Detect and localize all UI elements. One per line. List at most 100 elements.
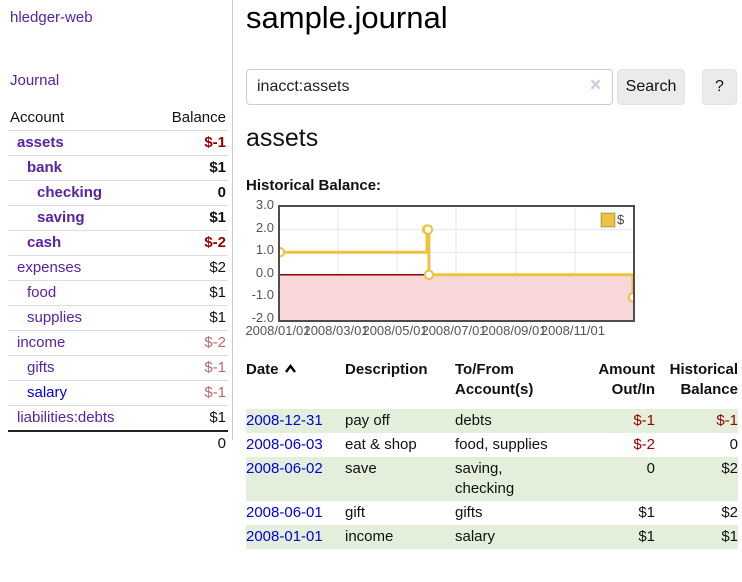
transaction-description: save bbox=[345, 460, 377, 477]
transaction-description: eat & shop bbox=[345, 436, 417, 453]
transaction-description: gift bbox=[345, 504, 366, 521]
transaction-description: pay off bbox=[345, 412, 390, 429]
account-link-saving[interactable]: saving bbox=[37, 209, 85, 226]
account-link-expenses[interactable]: expenses bbox=[17, 259, 82, 276]
transaction-date-link[interactable]: 2008-06-01 bbox=[246, 504, 323, 521]
register-row: 2008-12-31 pay off debts $-1 $-1 bbox=[246, 409, 738, 433]
transaction-accounts: gifts bbox=[455, 504, 483, 521]
transaction-amount: $-2 bbox=[633, 436, 655, 453]
transaction-date-link[interactable]: 2008-06-03 bbox=[246, 436, 323, 453]
x-axis-tick-label: 2008/09/01 bbox=[481, 323, 547, 338]
help-button[interactable]: ? bbox=[702, 69, 737, 105]
legend-label: $ bbox=[617, 212, 625, 227]
register-row: 2008-01-01 income salary $1 $1 bbox=[246, 525, 738, 549]
transaction-date-link[interactable]: 2008-12-31 bbox=[246, 412, 323, 429]
transaction-balance: $-1 bbox=[716, 412, 738, 429]
account-link-cash[interactable]: cash bbox=[27, 234, 62, 251]
account-link-supplies[interactable]: supplies bbox=[27, 309, 83, 326]
y-axis-tick-label: 0.0 bbox=[255, 264, 274, 280]
y-axis-tick-label: -2.0 bbox=[251, 310, 274, 325]
account-row: cash $-2 bbox=[8, 230, 228, 256]
account-row: assets $-1 bbox=[8, 130, 228, 156]
sidebar-divider bbox=[232, 0, 233, 440]
account-balance: 0 bbox=[151, 180, 228, 206]
account-row: income $-2 bbox=[8, 330, 228, 356]
account-balance: $-1 bbox=[151, 130, 228, 156]
transaction-balance: 0 bbox=[729, 436, 738, 453]
account-row: bank $1 bbox=[8, 155, 228, 181]
account-link-income[interactable]: income bbox=[17, 334, 66, 351]
y-axis-tick-label: 2.0 bbox=[255, 219, 274, 235]
sort-ascending-icon[interactable] bbox=[284, 360, 297, 380]
register-table: Date Description To/From Account(s) Amou… bbox=[246, 360, 738, 549]
x-axis-tick-label: 2008/01/01 bbox=[245, 323, 311, 338]
y-axis-tick-label: -1.0 bbox=[251, 287, 274, 303]
accounts-total-value: 0 bbox=[151, 430, 228, 456]
account-balance: $2 bbox=[151, 255, 228, 281]
sidebar-item-journal[interactable]: Journal bbox=[10, 72, 60, 89]
account-balance: $-2 bbox=[151, 330, 228, 356]
account-link-checking[interactable]: checking bbox=[37, 184, 103, 201]
transaction-balance: $2 bbox=[721, 460, 738, 477]
search-button[interactable]: Search bbox=[617, 69, 685, 105]
account-row: checking 0 bbox=[8, 180, 228, 206]
account-row: saving $1 bbox=[8, 205, 228, 231]
column-header-balance: Historical Balance bbox=[669, 361, 738, 398]
account-link-gifts[interactable]: gifts bbox=[27, 359, 55, 376]
x-axis-tick-label: 2008/03/01 bbox=[303, 323, 369, 338]
accounts-table: Account Balance assets $-1 bank $1 check… bbox=[8, 106, 228, 456]
account-link-bank[interactable]: bank bbox=[27, 159, 63, 176]
register-row: 2008-06-02 save saving, checking 0 $2 bbox=[246, 457, 738, 501]
transaction-date-link[interactable]: 2008-06-02 bbox=[246, 460, 323, 477]
transaction-accounts: saving, checking bbox=[455, 460, 515, 497]
account-row: salary $-1 bbox=[8, 380, 228, 406]
account-row: expenses $2 bbox=[8, 255, 228, 281]
transaction-amount: $1 bbox=[638, 528, 655, 545]
x-axis-tick-label: 2008/11/01 bbox=[540, 323, 606, 338]
historical-balance-chart: $ 3.0 2.0 1.0 0.0 -1.0 -2.0 2008/01/01 2008/03/… bbox=[245, 197, 742, 344]
account-balance: $1 bbox=[151, 155, 228, 181]
clear-search-icon[interactable]: × bbox=[590, 75, 602, 96]
account-link-food[interactable]: food bbox=[27, 284, 57, 301]
account-link-salary[interactable]: salary bbox=[27, 384, 68, 401]
transaction-amount: 0 bbox=[646, 460, 655, 477]
account-balance: $1 bbox=[151, 280, 228, 306]
account-balance: $-2 bbox=[151, 230, 228, 256]
y-axis-tick-label: 3.0 bbox=[255, 197, 274, 212]
account-balance: $-1 bbox=[151, 355, 228, 381]
account-balance: $1 bbox=[151, 405, 228, 431]
legend-swatch-icon bbox=[600, 211, 616, 228]
chart-title: Historical Balance: bbox=[246, 177, 382, 194]
column-header-date[interactable]: Date bbox=[246, 360, 345, 409]
account-heading: assets bbox=[246, 124, 319, 152]
account-link-assets[interactable]: assets bbox=[17, 134, 64, 151]
register-row: 2008-06-01 gift gifts $1 $2 bbox=[246, 501, 738, 525]
transaction-accounts: debts bbox=[455, 412, 492, 429]
column-header-amount: Amount Out/In bbox=[598, 361, 655, 398]
transaction-balance: $2 bbox=[721, 504, 738, 521]
search-input[interactable] bbox=[246, 69, 613, 105]
column-header-accounts: To/From Account(s) bbox=[455, 361, 534, 398]
transaction-amount: $1 bbox=[638, 504, 655, 521]
transaction-balance: $1 bbox=[721, 528, 738, 545]
account-row: gifts $-1 bbox=[8, 355, 228, 381]
accounts-total-row: 0 bbox=[8, 430, 228, 456]
transaction-date-link[interactable]: 2008-01-01 bbox=[246, 528, 323, 545]
transaction-accounts: salary bbox=[455, 528, 496, 545]
account-balance: $1 bbox=[151, 205, 228, 231]
transaction-description: income bbox=[345, 528, 394, 545]
account-row: food $1 bbox=[8, 280, 228, 306]
page-title: sample.journal bbox=[246, 0, 448, 35]
accounts-header-row: Account Balance bbox=[8, 106, 228, 131]
account-balance: $-1 bbox=[151, 380, 228, 406]
register-header-row: Date Description To/From Account(s) Amou… bbox=[246, 360, 738, 409]
account-link-liabilities-debts[interactable]: liabilities:debts bbox=[17, 409, 115, 426]
column-header-description: Description bbox=[345, 361, 428, 378]
main-content: sample.journal × Search ? assets Histori… bbox=[245, 0, 742, 582]
chart-legend: $ bbox=[600, 211, 625, 228]
brand-link[interactable]: hledger-web bbox=[10, 9, 93, 26]
x-axis-tick-label: 2008/05/01 bbox=[362, 323, 428, 338]
accounts-header-balance: Balance bbox=[171, 109, 226, 126]
search-form: × Search ? bbox=[246, 69, 742, 105]
